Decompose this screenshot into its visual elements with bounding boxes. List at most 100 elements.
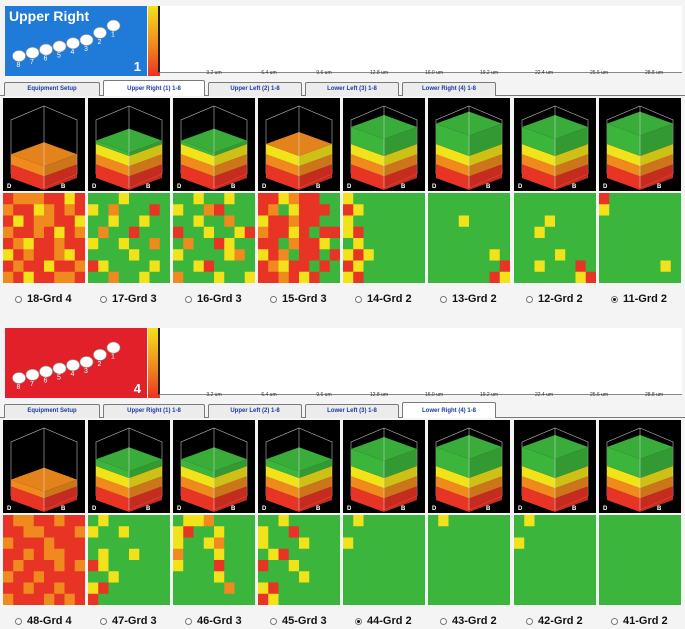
tooth-heatmap[interactable] [428, 515, 510, 605]
cube-axis-label: D [262, 184, 267, 190]
tooth-heatmap[interactable] [343, 515, 425, 605]
tooth-radio-46[interactable]: 46-Grd 3 [185, 613, 242, 629]
heatmap-cell [428, 238, 439, 250]
tooth-radio-17[interactable]: 17-Grd 3 [100, 291, 157, 307]
heatmap-cell [183, 593, 194, 605]
radio-indicator[interactable] [611, 295, 618, 303]
heatmap-cell [394, 249, 405, 261]
heatmap-cell [428, 215, 439, 227]
radio-indicator[interactable] [15, 295, 22, 303]
tab-upper-right-1-1-8[interactable]: Upper Right (1) 1-8 [103, 80, 205, 96]
heatmap-cell [458, 537, 470, 549]
tooth-heatmap[interactable] [514, 193, 596, 283]
tab-lower-right-4-1-8[interactable]: Lower Right (4) 1-8 [402, 82, 496, 96]
heatmap-cell [288, 560, 300, 572]
heatmap-cell [98, 548, 109, 561]
tooth-radio-47[interactable]: 47-Grd 3 [100, 613, 157, 629]
tooth-heatmap[interactable] [88, 515, 170, 605]
radio-indicator[interactable] [185, 617, 192, 625]
tooth-heatmap[interactable] [3, 193, 85, 283]
tooth-heatmap[interactable] [173, 193, 255, 283]
tooth-radio-11[interactable]: 11-Grd 2 [611, 291, 667, 307]
tab-lower-left-3-1-8[interactable]: Lower Left (3) 1-8 [305, 82, 399, 96]
tooth-heatmap[interactable] [258, 515, 340, 605]
radio-indicator[interactable] [100, 295, 107, 303]
heatmap-cell [54, 204, 65, 216]
heatmap-cell [319, 593, 330, 605]
tooth-heatmap[interactable] [173, 515, 255, 605]
radio-indicator[interactable] [270, 617, 277, 625]
tab-equipment-setup[interactable]: Equipment Setup [4, 404, 100, 418]
radio-indicator[interactable] [611, 617, 618, 625]
tooth-radio-44[interactable]: 44-Grd 2 [355, 613, 412, 629]
tooth-heatmap[interactable] [514, 515, 596, 605]
heatmap-grid [173, 515, 255, 605]
tooth-heatmap[interactable] [599, 193, 681, 283]
heatmap-cell [23, 582, 34, 594]
radio-indicator[interactable] [185, 295, 192, 303]
heatmap-cell [544, 526, 556, 538]
radio-indicator[interactable] [355, 295, 362, 303]
heatmap-cell [234, 582, 245, 594]
tooth-radio-43[interactable]: 43-Grd 2 [440, 613, 497, 629]
tooth-radio-12[interactable]: 12-Grd 2 [526, 291, 583, 307]
radio-indicator[interactable] [15, 617, 22, 625]
tooth-radio-14[interactable]: 14-Grd 2 [355, 291, 412, 307]
cube-axis-label: D [92, 506, 97, 512]
radio-indicator[interactable] [526, 295, 533, 303]
tab-lower-left-3-1-8[interactable]: Lower Left (3) 1-8 [305, 404, 399, 418]
heatmap-cell [363, 226, 374, 239]
tooth-radio-16[interactable]: 16-Grd 3 [185, 291, 242, 307]
tooth-radio-13[interactable]: 13-Grd 2 [440, 291, 497, 307]
tab-upper-right-1-1-8[interactable]: Upper Right (1) 1-8 [103, 404, 205, 418]
quadrant-badge[interactable]: 8 7 6 5 4 3 2 1 Upper Right 1 [5, 6, 147, 76]
tab-upper-left-2-1-8[interactable]: Upper Left (2) 1-8 [208, 404, 302, 418]
tooth-heatmap[interactable] [88, 193, 170, 283]
radio-indicator[interactable] [270, 295, 277, 303]
heatmap-cell [118, 526, 130, 538]
tooth-heatmap[interactable] [599, 515, 681, 605]
tooth-heatmap[interactable] [258, 193, 340, 283]
radio-indicator[interactable] [100, 617, 107, 625]
radio-indicator[interactable] [526, 617, 533, 625]
tooth-heatmap[interactable] [428, 193, 510, 283]
heatmap-cell [159, 249, 170, 261]
tooth-radio-18[interactable]: 18-Grd 4 [15, 291, 72, 307]
radio-indicator[interactable] [440, 617, 447, 625]
radio-indicator[interactable] [440, 295, 447, 303]
heatmap-cell [13, 204, 24, 216]
tooth-radio-48[interactable]: 48-Grd 4 [15, 613, 72, 629]
tab-upper-left-2-1-8[interactable]: Upper Left (2) 1-8 [208, 82, 302, 96]
tooth-radio-15[interactable]: 15-Grd 3 [270, 291, 327, 307]
tab-equipment-setup[interactable]: Equipment Setup [4, 82, 100, 96]
heatmap-cell [13, 515, 24, 527]
radio-indicator[interactable] [355, 617, 362, 625]
quadrant-badge[interactable]: 8 7 6 5 4 3 2 1 4 [5, 328, 147, 398]
tab-lower-right-4-1-8[interactable]: Lower Right (4) 1-8 [402, 402, 496, 418]
heatmap-cell [534, 238, 545, 250]
tooth-radio-41[interactable]: 41-Grd 2 [611, 613, 668, 629]
tooth-heatmap[interactable] [343, 193, 425, 283]
tooth-heatmap[interactable] [3, 515, 85, 605]
heatmap-cell [98, 193, 109, 205]
tooth-radio-42[interactable]: 42-Grd 2 [526, 613, 583, 629]
tooth-radio-45[interactable]: 45-Grd 3 [270, 613, 327, 629]
heatmap-cell [193, 515, 204, 527]
